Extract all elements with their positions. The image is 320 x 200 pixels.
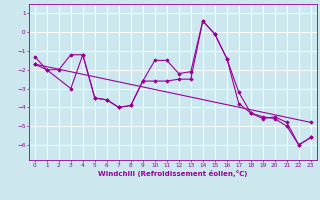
X-axis label: Windchill (Refroidissement éolien,°C): Windchill (Refroidissement éolien,°C) — [98, 170, 247, 177]
